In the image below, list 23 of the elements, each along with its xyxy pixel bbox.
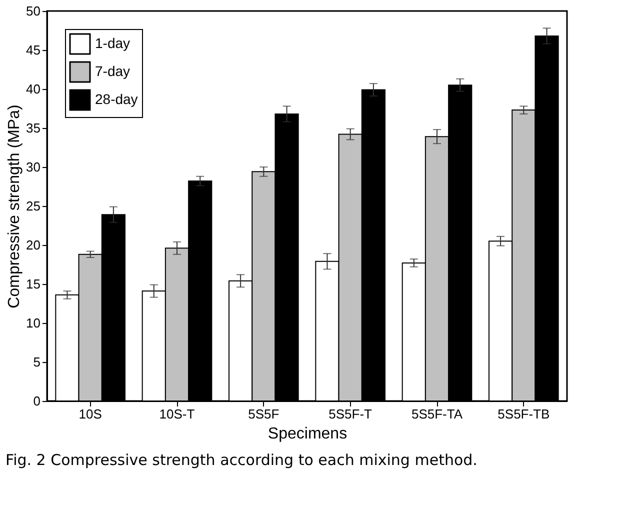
y-tick-label: 0: [33, 394, 40, 408]
x-tick-label: 5S5F-T: [328, 406, 372, 422]
y-axis-title: Compressive strength (MPa): [6, 104, 24, 308]
y-tick-label: 45: [26, 42, 40, 58]
y-tick-label: 40: [26, 82, 40, 96]
y-tick-label: 50: [26, 4, 40, 18]
legend-label: 7-day: [95, 63, 130, 79]
y-tick-label: 5: [33, 354, 40, 370]
y-tick-label: 20: [26, 238, 40, 252]
x-tick-label: 5S5F-TA: [411, 406, 463, 422]
caption: Fig. 2 Compressive strength according to each mixing method.: [6, 451, 478, 469]
x-tick-label: 10S-T: [159, 406, 195, 422]
x-tick-label: 10S: [78, 406, 102, 422]
y-tick-label: 35: [26, 120, 40, 136]
legend-label: 1-day: [95, 35, 130, 51]
y-tick-label: 30: [26, 160, 40, 174]
y-tick-label: 15: [26, 276, 40, 292]
legend-label: 28-day: [95, 91, 138, 107]
x-tick-label: 5S5F-TB: [498, 406, 550, 422]
x-axis-title: Specimens: [268, 426, 348, 442]
x-tick-label: 5S5F: [248, 406, 280, 422]
y-tick-label: 25: [26, 198, 40, 214]
y-tick-label: 10: [26, 316, 40, 330]
